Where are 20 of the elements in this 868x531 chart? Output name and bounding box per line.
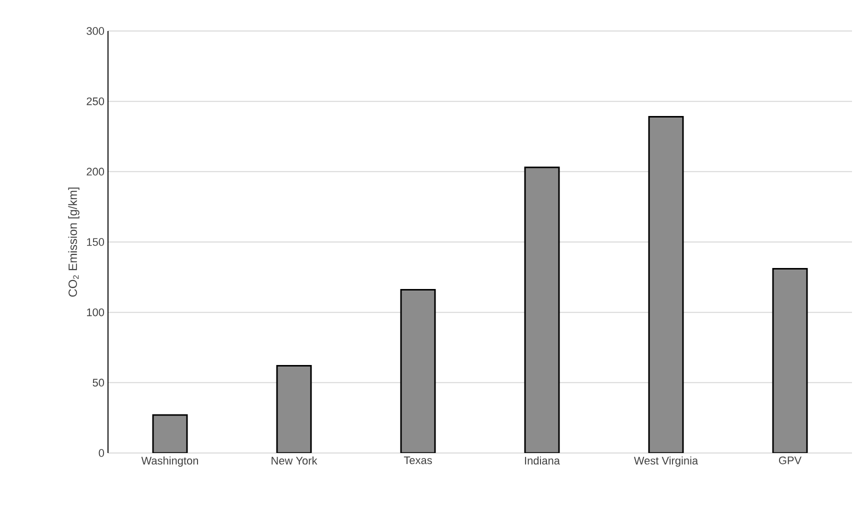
bar <box>524 166 560 453</box>
bar <box>276 365 312 453</box>
y-tick-label: 150 <box>87 238 104 246</box>
x-tick-label: West Virginia <box>634 456 698 467</box>
y-tick-label: 0 <box>98 449 104 457</box>
x-tick-label: New York <box>272 456 318 465</box>
y-tick-label: 250 <box>86 97 104 106</box>
bar <box>152 414 188 453</box>
x-tick-label: Indiana <box>525 456 560 465</box>
y-axis-title: CO$_{2}$ Emission [g/km] <box>68 188 80 297</box>
bar <box>772 268 808 453</box>
y-tick-label: 100 <box>87 308 104 316</box>
y-tick-label: 50 <box>92 378 104 387</box>
y-tick-label: 300 <box>86 27 104 35</box>
x-tick-label: Washington <box>141 456 198 467</box>
x-tick-label: GPV <box>778 456 802 464</box>
y-tick-label: 200 <box>86 168 104 176</box>
bar <box>400 289 436 453</box>
x-tick-label: Texas <box>404 456 432 464</box>
bar <box>648 116 684 453</box>
